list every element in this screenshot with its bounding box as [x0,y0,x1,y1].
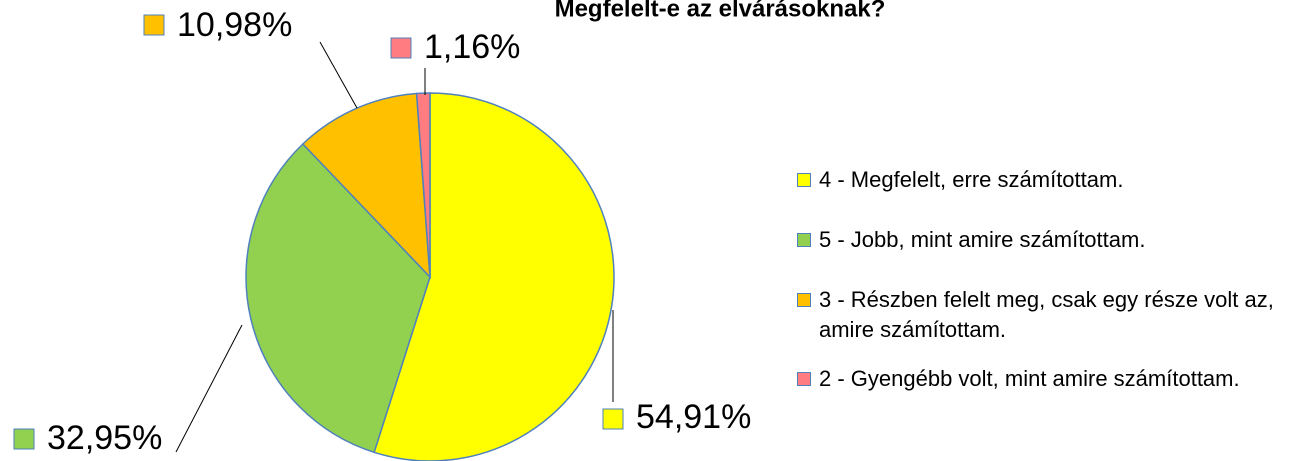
legend-swatch [797,233,811,247]
pie-slice [373,92,615,461]
chart-title: Megfelelt-e az elvárásoknak? [555,0,886,22]
label-swatch [390,37,412,59]
legend-swatch [797,372,811,386]
label-swatch [602,408,624,430]
leader-line [175,324,243,453]
pie-slice [245,142,431,454]
data-label: 32,95% [47,419,162,457]
legend-swatch [797,173,811,187]
label-swatch [13,428,35,450]
legend-label: 3 - Részben felelt meg, csak egy része v… [819,287,1274,342]
data-label: 10,98% [177,6,292,44]
legend-item: 2 - Gyengébb volt, mint amire számította… [797,364,1297,394]
legend-label: 5 - Jobb, mint amire számítottam. [819,227,1146,252]
legend-label: 2 - Gyengébb volt, mint amire számította… [819,366,1240,391]
label-swatch [143,14,165,36]
data-label: 1,16% [424,28,520,66]
legend-swatch [797,293,811,307]
legend-item: 5 - Jobb, mint amire számítottam. [797,225,1297,255]
legend-item: 4 - Megfelelt, erre számítottam. [797,165,1297,195]
legend-label: 4 - Megfelelt, erre számítottam. [819,167,1124,192]
leader-line [319,41,358,109]
legend-item: 3 - Részben felelt meg, csak egy része v… [797,285,1297,345]
pie-slice [415,92,431,278]
pie-slice [301,92,431,280]
data-label: 54,91% [636,398,751,436]
